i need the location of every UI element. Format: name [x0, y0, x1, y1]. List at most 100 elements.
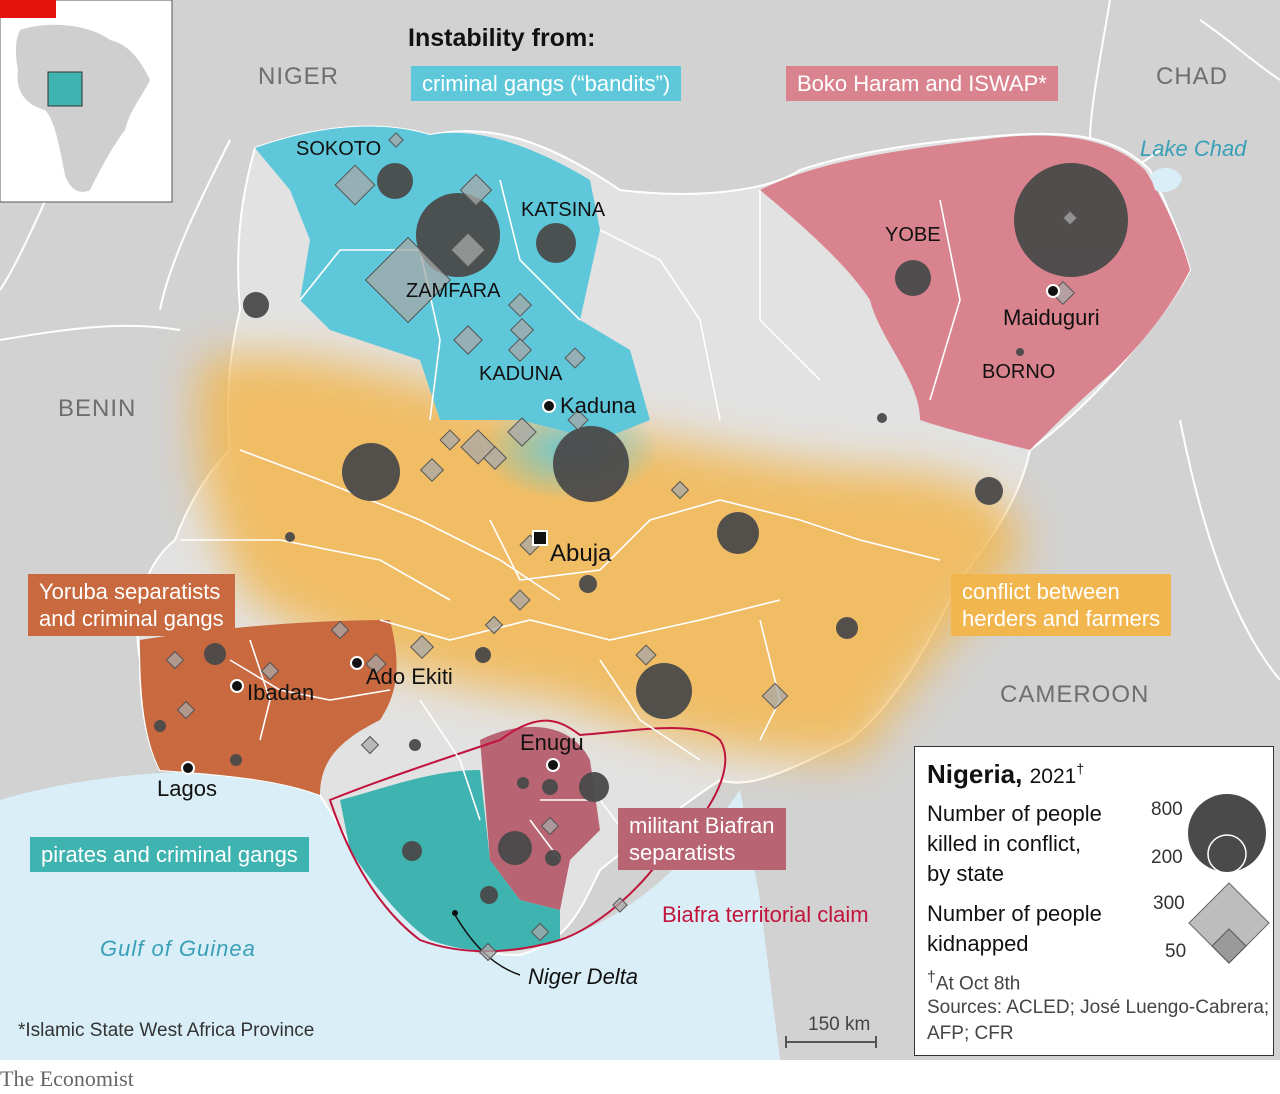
- lake-chad-label: Lake Chad: [1140, 136, 1247, 161]
- kidnap-diamond: [360, 735, 380, 755]
- city-dot: [181, 761, 195, 775]
- kidnap-diamond: [330, 620, 350, 640]
- legend-kidnapped-min: 50: [1165, 941, 1187, 962]
- biafra-claim-label: Biafra territorial claim: [662, 902, 869, 927]
- kidnap-diamond: [540, 816, 560, 836]
- state-yobe: YOBE: [885, 224, 941, 246]
- scale-bar-line: [785, 1036, 877, 1048]
- killed-circle: [895, 260, 931, 296]
- map-heading: Instability from:: [408, 24, 596, 52]
- herders-zone: [196, 354, 1022, 760]
- killed-circle: [579, 772, 609, 802]
- city-dot: [230, 679, 244, 693]
- kidnap-diamond: [453, 325, 483, 355]
- country-cameroon: CAMEROON: [1000, 681, 1150, 708]
- kidnap-diamond: [334, 164, 376, 206]
- legend-diamond-small: [1211, 928, 1247, 964]
- lake-chad: [1150, 167, 1182, 192]
- legend-sources-line2: AFP; CFR: [927, 1023, 1014, 1044]
- state-katsina: KATSINA: [521, 199, 606, 221]
- legend-year: 2021: [1029, 765, 1077, 788]
- city-markers: [181, 284, 1060, 916]
- scale-bar-label: 150 km: [808, 1014, 871, 1035]
- killed-circle: [377, 163, 413, 199]
- killed-circle: [836, 617, 858, 639]
- bandits-label: criminal gangs (“bandits”): [411, 66, 682, 101]
- killed-circle: [285, 532, 295, 542]
- kidnap-diamond: [364, 236, 452, 324]
- kidnap-diamond: [419, 457, 445, 483]
- killed-circle: [542, 779, 558, 795]
- legend-asof-text: At Oct 8th: [935, 973, 1021, 995]
- killed-circle: [402, 841, 422, 861]
- city-kaduna: Kaduna: [560, 393, 636, 418]
- legend-killed-circles: [1188, 794, 1266, 874]
- country-niger: NIGER: [258, 63, 340, 90]
- legend-killed-line1: Number of people: [927, 801, 1102, 826]
- legend-killed-min: 200: [1151, 847, 1183, 868]
- legend-kidnapped-line1: Number of people: [927, 901, 1102, 926]
- city-lagos: Lagos: [157, 776, 217, 801]
- legend-kidnapped-max: 300: [1153, 893, 1185, 914]
- legend-title: Nigeria,: [927, 759, 1023, 789]
- legend-circle-small: [1207, 834, 1247, 874]
- legend-killed-line3: by state: [927, 861, 1005, 886]
- kidnap-diamond: [507, 292, 533, 318]
- killed-circle: [480, 886, 498, 904]
- killed-circle: [475, 647, 491, 663]
- footnote: *Islamic State West Africa Province: [18, 1020, 315, 1041]
- kidnap-diamond: [459, 173, 493, 207]
- killed-circle: [545, 850, 561, 866]
- state-kaduna: KADUNA: [479, 363, 563, 385]
- legend-sources-line1: Sources: ACLED; José Luengo-Cabrera;: [927, 997, 1270, 1018]
- killed-circle: [498, 831, 532, 865]
- state-boundaries: [180, 179, 961, 861]
- city-enugu: Enugu: [520, 730, 584, 755]
- city-ibadan: Ibadan: [247, 680, 315, 705]
- kidnap-diamond: [670, 480, 690, 500]
- legend-asof-dagger: †: [927, 969, 936, 986]
- legend-title-row: Nigeria, 2021†: [927, 759, 1084, 790]
- killed-circle: [1016, 348, 1024, 356]
- kidnap-diamond: [761, 682, 789, 710]
- herders-label: conflict between herders and farmers: [951, 574, 1172, 636]
- gulf-label: Gulf of Guinea: [100, 936, 256, 961]
- killed-circle: [536, 223, 576, 263]
- kidnap-diamond: [635, 644, 657, 666]
- kidnap-diamond: [450, 232, 486, 268]
- killed-circle: [579, 575, 597, 593]
- kidnap-diamond: [1062, 210, 1078, 226]
- legend-kidnapped-text: Number of people kidnapped: [927, 899, 1102, 959]
- kidnap-diamond: [564, 347, 586, 369]
- killed-circle: [517, 777, 529, 789]
- kidnap-diamond: [260, 661, 280, 681]
- yoruba-label: Yoruba separatists and criminal gangs: [28, 574, 235, 636]
- state-zamfara: ZAMFARA: [406, 280, 501, 302]
- kidnap-diamond: [388, 132, 404, 148]
- kidnap-diamond: [478, 942, 498, 962]
- herders-label-line2: herders and farmers: [962, 606, 1161, 631]
- kidnap-diamond: [176, 700, 196, 720]
- legend-killed-text: Number of people killed in conflict, by …: [927, 799, 1102, 889]
- killed-circle: [553, 426, 629, 502]
- kidnap-diamond: [530, 922, 550, 942]
- bandits-zone: [255, 126, 650, 440]
- legend-box: Nigeria, 2021† Number of people killed i…: [914, 746, 1274, 1056]
- niger-delta-label: Niger Delta: [528, 964, 639, 989]
- inset-map: [0, 0, 173, 203]
- kidnap-diamond: [509, 589, 531, 611]
- country-chad: CHAD: [1156, 63, 1229, 90]
- economist-red-tag: [0, 0, 56, 18]
- kidnap-diamond: [409, 634, 435, 660]
- killed-circle: [636, 663, 692, 719]
- city-dot: [542, 399, 556, 413]
- city-dot: [452, 910, 458, 916]
- kidnap-diamond: [365, 653, 387, 675]
- city-ado-ekiti: Ado Ekiti: [366, 664, 453, 689]
- kidnap-diamond: [509, 317, 535, 343]
- city-dot: [1046, 284, 1060, 298]
- state-borno: BORNO: [982, 361, 1056, 383]
- biafra-label: militant Biafran separatists: [618, 808, 786, 870]
- killed-circle: [204, 643, 226, 665]
- killed-circle: [342, 443, 400, 501]
